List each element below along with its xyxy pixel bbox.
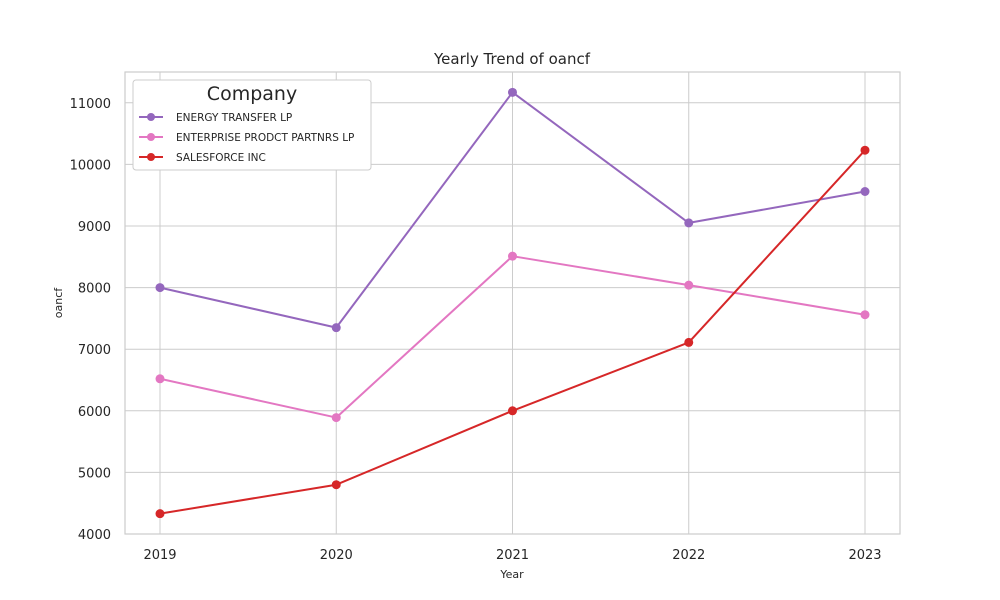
x-axis-label: Year bbox=[499, 568, 524, 581]
data-point bbox=[508, 251, 517, 261]
legend-label: SALESFORCE INC bbox=[176, 152, 266, 164]
x-tick-label: 2020 bbox=[320, 548, 353, 563]
x-tick-label: 2023 bbox=[848, 548, 881, 563]
data-point bbox=[331, 480, 341, 490]
y-tick-label: 7000 bbox=[78, 343, 111, 358]
y-tick-label: 4000 bbox=[78, 528, 111, 543]
y-tick-label: 5000 bbox=[78, 466, 111, 481]
y-tick-label: 11000 bbox=[70, 97, 111, 112]
legend-label: ENERGY TRANSFER LP bbox=[176, 112, 292, 124]
x-tick-label: 2022 bbox=[672, 548, 705, 563]
plot-frame bbox=[124, 71, 901, 535]
data-point bbox=[684, 337, 694, 347]
y-tick-label: 6000 bbox=[78, 405, 111, 420]
data-point bbox=[508, 87, 517, 97]
y-tick-label: 9000 bbox=[78, 220, 111, 235]
legend-box bbox=[132, 79, 372, 171]
data-point bbox=[508, 406, 517, 416]
data-point bbox=[684, 280, 694, 290]
data-point bbox=[331, 413, 341, 423]
data-point bbox=[155, 374, 165, 384]
data-point bbox=[860, 310, 870, 320]
legend-label: ENTERPRISE PRODCT PARTNRS LP bbox=[176, 132, 354, 144]
x-tick-label: 2019 bbox=[143, 548, 176, 563]
chart-title: Yearly Trend of oancf bbox=[433, 50, 591, 68]
data-point bbox=[860, 187, 870, 197]
data-point bbox=[860, 145, 870, 155]
x-tick-label: 2021 bbox=[496, 548, 529, 563]
y-tick-label: 8000 bbox=[78, 282, 111, 297]
legend-marker bbox=[147, 113, 155, 121]
legend: Company ENERGY TRANSFER LP ENTERPRISE PROD… bbox=[132, 79, 372, 171]
data-point bbox=[155, 509, 165, 519]
legend-marker bbox=[147, 153, 155, 161]
data-point bbox=[155, 283, 165, 293]
data-point bbox=[684, 218, 694, 228]
legend-marker bbox=[147, 133, 155, 141]
y-axis-label: oancf bbox=[52, 287, 65, 318]
legend-title: Company bbox=[207, 83, 297, 105]
y-tick-label: 10000 bbox=[70, 158, 111, 173]
data-point bbox=[331, 323, 341, 333]
